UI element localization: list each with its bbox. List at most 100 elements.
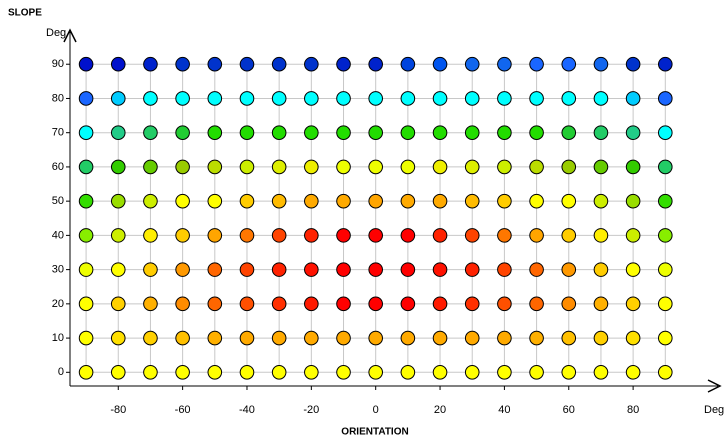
y-tick-label: 80 xyxy=(52,92,64,104)
point xyxy=(368,193,383,209)
point xyxy=(625,228,641,243)
point xyxy=(464,125,480,140)
point xyxy=(143,228,158,243)
y-tick-label: 40 xyxy=(52,229,64,241)
point xyxy=(304,330,319,346)
point xyxy=(143,125,158,140)
point xyxy=(175,262,190,277)
y-axis-arrow xyxy=(63,28,77,43)
point xyxy=(239,296,255,312)
point xyxy=(368,296,383,312)
point xyxy=(336,365,351,380)
y-tick-label: 60 xyxy=(52,161,64,173)
point xyxy=(625,91,641,106)
point xyxy=(207,193,223,209)
y-axis-label: SLOPE xyxy=(8,8,42,19)
point xyxy=(529,125,544,140)
point xyxy=(336,228,351,243)
point xyxy=(207,296,223,312)
point xyxy=(336,330,351,346)
point xyxy=(239,91,255,106)
point xyxy=(593,262,609,277)
point xyxy=(657,365,673,380)
y-axis-unit: Deg xyxy=(46,27,66,39)
point xyxy=(400,262,416,277)
point xyxy=(110,296,126,312)
point xyxy=(657,159,673,175)
point xyxy=(78,228,94,243)
point xyxy=(207,330,223,346)
point xyxy=(336,91,351,106)
point xyxy=(368,228,383,243)
point xyxy=(239,365,255,380)
point xyxy=(561,296,577,312)
point xyxy=(78,262,94,277)
point xyxy=(625,125,641,140)
point xyxy=(110,125,126,140)
point xyxy=(593,296,609,312)
point xyxy=(336,193,351,209)
point xyxy=(529,296,544,312)
point xyxy=(593,125,609,140)
point xyxy=(593,91,609,106)
x-tick-label: -40 xyxy=(239,404,255,416)
point xyxy=(110,330,126,346)
point xyxy=(78,56,94,72)
point xyxy=(207,56,223,72)
point xyxy=(175,56,190,72)
point xyxy=(110,159,126,175)
y-tick-label: 10 xyxy=(52,332,64,344)
point xyxy=(561,125,577,140)
point xyxy=(497,159,512,175)
point xyxy=(497,262,512,277)
point xyxy=(78,296,94,312)
point xyxy=(529,228,544,243)
point xyxy=(271,330,287,346)
point xyxy=(143,365,158,380)
point xyxy=(78,330,94,346)
point xyxy=(432,262,448,277)
point xyxy=(175,330,190,346)
point xyxy=(657,262,673,277)
point xyxy=(432,296,448,312)
point xyxy=(304,125,319,140)
y-tick-label: 70 xyxy=(52,127,64,139)
point xyxy=(239,228,255,243)
point xyxy=(207,91,223,106)
point xyxy=(207,262,223,277)
point xyxy=(271,125,287,140)
point xyxy=(304,365,319,380)
point xyxy=(529,159,544,175)
y-tick-label: 30 xyxy=(52,264,64,276)
point xyxy=(400,159,416,175)
point xyxy=(143,296,158,312)
point xyxy=(368,262,383,277)
point xyxy=(561,228,577,243)
point xyxy=(304,159,319,175)
x-axis-arrow xyxy=(707,379,722,393)
point xyxy=(432,330,448,346)
point xyxy=(175,159,190,175)
point xyxy=(432,193,448,209)
point xyxy=(464,262,480,277)
x-axis-unit: Deg xyxy=(704,404,724,416)
point xyxy=(657,125,673,140)
point xyxy=(239,56,255,72)
point xyxy=(529,365,544,380)
point xyxy=(368,125,383,140)
point xyxy=(432,91,448,106)
point xyxy=(78,125,94,140)
y-tick-label: 20 xyxy=(52,298,64,310)
point xyxy=(400,56,416,72)
point xyxy=(432,228,448,243)
point xyxy=(593,228,609,243)
x-tick-label: 0 xyxy=(373,404,379,416)
point xyxy=(464,91,480,106)
point xyxy=(625,365,641,380)
point xyxy=(271,159,287,175)
point xyxy=(400,193,416,209)
point xyxy=(78,159,94,175)
point xyxy=(239,262,255,277)
point xyxy=(561,193,577,209)
point xyxy=(110,193,126,209)
